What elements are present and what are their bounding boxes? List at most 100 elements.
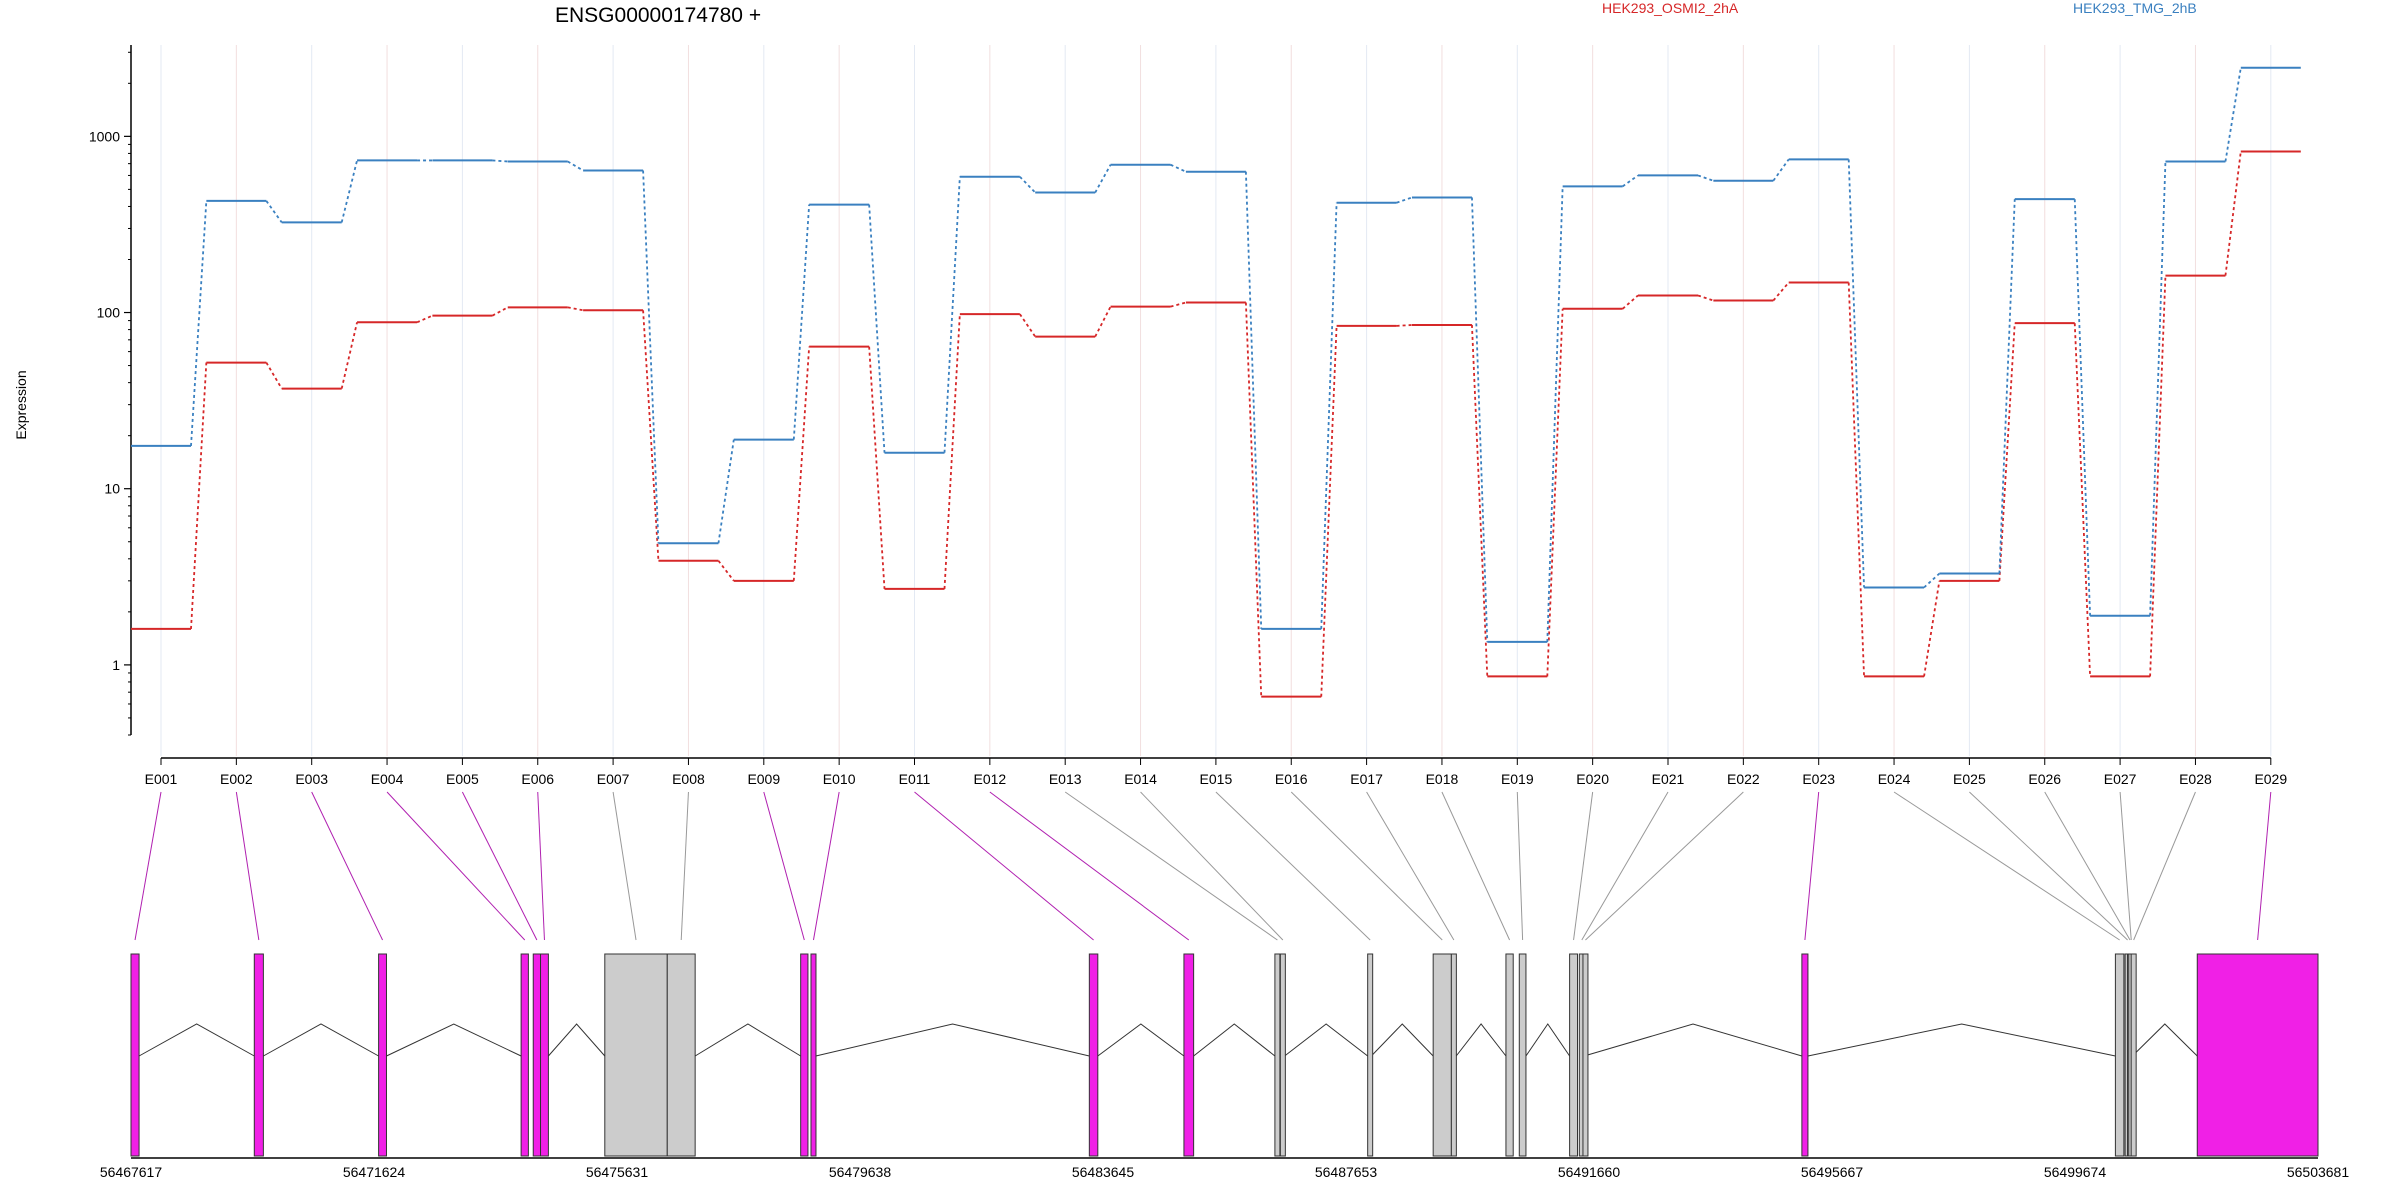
series-connector (1320, 325, 1338, 697)
x-tick-label: E007 (597, 771, 630, 787)
connector-E016 (1290, 791, 1443, 941)
x-tick-label: E023 (1802, 771, 1835, 787)
series-connector (1697, 174, 1714, 182)
series-connector (1622, 294, 1639, 310)
series-connector (416, 314, 433, 324)
connector-E007 (612, 791, 637, 941)
y-tick-label: 100 (97, 305, 121, 321)
gene-model: 56467617 56471624 56475631 56479638 56483645… (100, 953, 2350, 1180)
x-tick-label: E016 (1275, 771, 1308, 787)
series-connector (1245, 302, 1263, 697)
series-HEK293_OSMI2_2hA (131, 150, 2301, 698)
connector-E013 (1064, 791, 1278, 941)
x-tick-label: E010 (823, 771, 856, 787)
connector-E011 (914, 791, 1094, 941)
y-axis-label: Expression (13, 370, 29, 439)
intron (815, 1023, 1090, 1057)
intron (694, 1023, 801, 1057)
series-connector (642, 310, 660, 561)
series-connector (717, 560, 735, 582)
exon-E008 (666, 953, 696, 1157)
x-tick-label: E029 (2254, 771, 2287, 787)
series-connector (1546, 308, 1564, 677)
series-connector (792, 346, 811, 581)
connector-E004 (386, 791, 526, 941)
intron (1807, 1023, 2116, 1057)
series-connector (190, 200, 208, 446)
connector-E021 (1581, 791, 1669, 941)
series-connector (792, 204, 811, 440)
exon-E015 (1367, 953, 1374, 1157)
series-connector (1471, 197, 1489, 642)
x-tick-label: E020 (1576, 771, 1609, 787)
x-tick-label: E028 (2179, 771, 2212, 787)
exon-E002 (253, 953, 264, 1157)
connector-E022 (1585, 791, 1744, 941)
series-connector (1923, 580, 1941, 677)
x-tick-label: E026 (2028, 771, 2061, 787)
exon-E017 (1450, 953, 1457, 1157)
exon-E022 (1582, 953, 1589, 1157)
series-connector (642, 170, 660, 544)
connector-E025 (1969, 791, 2128, 941)
exon-E020 (1569, 953, 1578, 1157)
x-tick-label: E009 (747, 771, 780, 787)
intron (1097, 1023, 1185, 1057)
connector-E023 (1804, 791, 1820, 941)
series-connector (567, 306, 584, 312)
x-tick-label: E006 (521, 771, 554, 787)
exon-E013 (1274, 953, 1281, 1157)
connector-E024 (1893, 791, 2120, 941)
grid-lines (160, 45, 2272, 756)
exon-E010 (810, 953, 817, 1157)
series-connector (265, 362, 283, 390)
series-connector (2224, 67, 2242, 162)
series-connector (491, 306, 509, 317)
connector-E018 (1441, 791, 1511, 941)
intron (263, 1023, 379, 1057)
coordinate-label: 56475631 (586, 1164, 649, 1180)
exon-E028 (2130, 953, 2137, 1157)
exon-E019 (1518, 953, 1527, 1157)
connector-E027 (2119, 791, 2132, 941)
series-connector (1094, 306, 1112, 338)
intron (1584, 1023, 1803, 1057)
connector-E012 (989, 791, 1190, 941)
x-tick-label: E011 (899, 771, 931, 787)
exon-E004 (520, 953, 529, 1157)
series-connector (1396, 196, 1413, 204)
exon-E018 (1505, 953, 1514, 1157)
series-connector (1471, 324, 1489, 677)
series-connector (1622, 174, 1639, 188)
x-tick-label: E015 (1200, 771, 1233, 787)
x-tick-label: E022 (1727, 771, 1760, 787)
chart-title: ENSG00000174780 + (555, 4, 761, 27)
connector-E002 (235, 791, 260, 941)
exon-connectors (134, 791, 2272, 941)
coordinate-label: 56503681 (2287, 1164, 2350, 1180)
x-tick-label: E014 (1124, 771, 1157, 787)
series-connector (1847, 282, 1865, 677)
coordinate-label: 56487653 (1315, 1164, 1378, 1180)
connector-E009 (763, 791, 805, 941)
x-tick-label: E018 (1426, 771, 1459, 787)
intron (1455, 1023, 1507, 1057)
series-connector (943, 176, 961, 453)
series-connector (1772, 158, 1790, 182)
exon-E024 (2114, 953, 2125, 1157)
connector-E010 (812, 791, 840, 941)
series-connector (2073, 199, 2091, 616)
x-tick-label: E024 (1878, 771, 1911, 787)
exon-E003 (378, 953, 387, 1157)
y-tick-label: 10 (104, 481, 120, 497)
x-tick-label: E013 (1049, 771, 1082, 787)
intron (1525, 1023, 1571, 1057)
series-lines (131, 66, 2301, 698)
series-connector (1847, 159, 1865, 588)
series-connector (2224, 151, 2242, 276)
intron (548, 1023, 606, 1057)
coordinate-label: 56491660 (1558, 1164, 1621, 1180)
x-tick-label: E002 (220, 771, 253, 787)
series-connector (1772, 281, 1790, 302)
